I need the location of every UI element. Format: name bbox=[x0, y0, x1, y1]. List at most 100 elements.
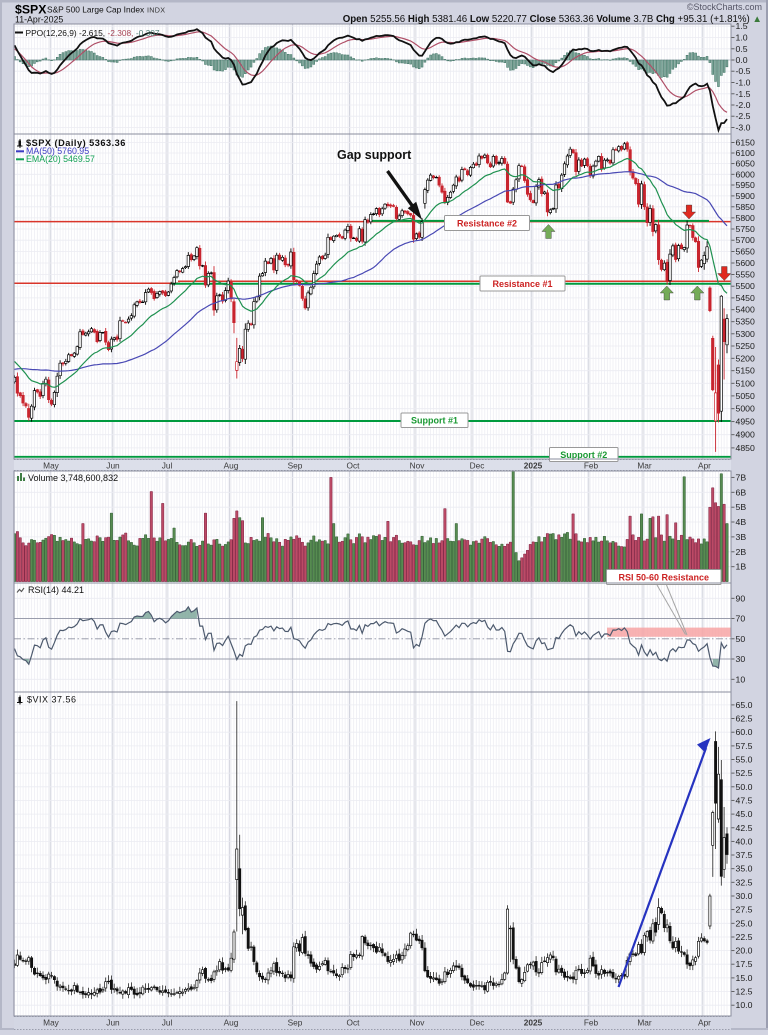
svg-text:INDX: INDX bbox=[147, 6, 165, 15]
svg-text:Open 5255.56 High 5381.46 Low: Open 5255.56 High 5381.46 Low 5220.77 Cl… bbox=[343, 14, 762, 25]
svg-text:60.0: 60.0 bbox=[736, 727, 753, 737]
svg-text:2025: 2025 bbox=[524, 1018, 543, 1028]
svg-text:5950: 5950 bbox=[736, 180, 755, 190]
svg-text:42.5: 42.5 bbox=[736, 823, 753, 833]
svg-text:57.5: 57.5 bbox=[736, 741, 753, 751]
svg-text:37.5: 37.5 bbox=[736, 850, 753, 860]
svg-text:4950: 4950 bbox=[736, 417, 755, 427]
svg-text:1B: 1B bbox=[736, 562, 747, 572]
svg-text:2B: 2B bbox=[736, 547, 747, 557]
svg-text:PPO(12,26,9) -2.615, -2.308, -: PPO(12,26,9) -2.615, -2.308, -0.307 bbox=[26, 28, 160, 38]
svg-text:Dec: Dec bbox=[470, 461, 485, 471]
svg-text:5500: 5500 bbox=[736, 281, 755, 291]
svg-text:1.0: 1.0 bbox=[736, 33, 748, 43]
svg-text:0.5: 0.5 bbox=[736, 44, 748, 54]
svg-text:5800: 5800 bbox=[736, 213, 755, 223]
svg-text:5350: 5350 bbox=[736, 317, 755, 327]
svg-text:$VIX 37.56: $VIX 37.56 bbox=[27, 695, 77, 705]
svg-text:$SPX: $SPX bbox=[15, 3, 47, 17]
svg-text:55.0: 55.0 bbox=[736, 755, 753, 765]
svg-text:6B: 6B bbox=[736, 487, 747, 497]
svg-text:3B: 3B bbox=[736, 532, 747, 542]
svg-text:-3.0: -3.0 bbox=[736, 123, 751, 133]
svg-text:62.5: 62.5 bbox=[736, 714, 753, 724]
svg-text:22.5: 22.5 bbox=[736, 932, 753, 942]
svg-text:Oct: Oct bbox=[347, 1018, 361, 1028]
svg-text:2025: 2025 bbox=[524, 461, 543, 471]
svg-text:May: May bbox=[43, 1018, 60, 1028]
svg-text:EMA(20) 5469.57: EMA(20) 5469.57 bbox=[26, 154, 95, 164]
svg-text:Feb: Feb bbox=[584, 1018, 599, 1028]
svg-text:5650: 5650 bbox=[736, 247, 755, 257]
svg-text:$SPX (Daily) 5363.36: $SPX (Daily) 5363.36 bbox=[26, 138, 126, 148]
svg-text:5100: 5100 bbox=[736, 378, 755, 388]
svg-text:15.0: 15.0 bbox=[736, 973, 753, 983]
svg-text:5700: 5700 bbox=[736, 235, 755, 245]
svg-text:Mar: Mar bbox=[637, 1018, 652, 1028]
svg-text:25.0: 25.0 bbox=[736, 918, 753, 928]
svg-text:Support #2: Support #2 bbox=[560, 450, 607, 460]
svg-text:6050: 6050 bbox=[736, 159, 755, 169]
svg-text:5600: 5600 bbox=[736, 258, 755, 268]
svg-text:6150: 6150 bbox=[736, 138, 755, 148]
svg-text:Apr: Apr bbox=[698, 461, 711, 471]
svg-text:6000: 6000 bbox=[736, 169, 755, 179]
svg-text:Sep: Sep bbox=[288, 1018, 303, 1028]
svg-text:Support #1: Support #1 bbox=[411, 416, 458, 426]
svg-text:10.0: 10.0 bbox=[736, 1000, 753, 1010]
svg-text:MA(50) 5760.95: MA(50) 5760.95 bbox=[26, 146, 89, 156]
svg-text:-1.5: -1.5 bbox=[736, 89, 751, 99]
svg-text:Jun: Jun bbox=[106, 1018, 120, 1028]
svg-text:Dec: Dec bbox=[470, 1018, 485, 1028]
svg-text:50.0: 50.0 bbox=[736, 782, 753, 792]
svg-text:47.5: 47.5 bbox=[736, 795, 753, 805]
svg-text:5450: 5450 bbox=[736, 293, 755, 303]
svg-text:5150: 5150 bbox=[736, 366, 755, 376]
svg-text:Jun: Jun bbox=[106, 461, 120, 471]
svg-text:Resistance #1: Resistance #1 bbox=[492, 279, 552, 289]
svg-text:Sep: Sep bbox=[288, 461, 303, 471]
svg-text:RSI(14) 44.21: RSI(14) 44.21 bbox=[28, 585, 84, 595]
svg-text:Apr: Apr bbox=[698, 1018, 711, 1028]
svg-text:5200: 5200 bbox=[736, 353, 755, 363]
svg-text:Feb: Feb bbox=[584, 461, 599, 471]
svg-text:Nov: Nov bbox=[410, 461, 426, 471]
svg-text:Mar: Mar bbox=[637, 461, 652, 471]
svg-text:35.0: 35.0 bbox=[736, 864, 753, 874]
svg-text:4B: 4B bbox=[736, 517, 747, 527]
svg-text:7B: 7B bbox=[736, 472, 747, 482]
svg-text:20.0: 20.0 bbox=[736, 946, 753, 956]
svg-text:S&P 500 Large Cap Index: S&P 500 Large Cap Index bbox=[47, 5, 145, 15]
svg-text:5000: 5000 bbox=[736, 404, 755, 414]
svg-text:4900: 4900 bbox=[736, 430, 755, 440]
svg-text:Aug: Aug bbox=[224, 461, 239, 471]
svg-text:50: 50 bbox=[736, 634, 746, 644]
svg-text:5400: 5400 bbox=[736, 305, 755, 315]
svg-text:90: 90 bbox=[736, 593, 746, 603]
svg-text:27.5: 27.5 bbox=[736, 905, 753, 915]
svg-text:4850: 4850 bbox=[736, 443, 755, 453]
svg-text:©StockCharts.com: ©StockCharts.com bbox=[687, 2, 762, 12]
svg-text:5850: 5850 bbox=[736, 202, 755, 212]
svg-text:Resistance #2: Resistance #2 bbox=[457, 218, 517, 228]
svg-text:5750: 5750 bbox=[736, 224, 755, 234]
svg-text:32.5: 32.5 bbox=[736, 877, 753, 887]
svg-text:12.5: 12.5 bbox=[736, 987, 753, 997]
svg-text:5300: 5300 bbox=[736, 329, 755, 339]
svg-text:30: 30 bbox=[736, 654, 746, 664]
svg-text:52.5: 52.5 bbox=[736, 768, 753, 778]
svg-text:65.0: 65.0 bbox=[736, 700, 753, 710]
svg-text:5250: 5250 bbox=[736, 341, 755, 351]
svg-text:Volume 3,748,600,832: Volume 3,748,600,832 bbox=[28, 473, 118, 483]
svg-text:17.5: 17.5 bbox=[736, 959, 753, 969]
svg-text:1.5: 1.5 bbox=[736, 21, 748, 31]
svg-text:-2.5: -2.5 bbox=[736, 111, 751, 121]
svg-text:RSI 50-60 Resistance: RSI 50-60 Resistance bbox=[618, 572, 709, 582]
svg-text:11-Apr-2025: 11-Apr-2025 bbox=[15, 15, 63, 25]
svg-text:5050: 5050 bbox=[736, 391, 755, 401]
svg-text:5900: 5900 bbox=[736, 191, 755, 201]
svg-text:40.0: 40.0 bbox=[736, 836, 753, 846]
svg-text:5B: 5B bbox=[736, 502, 747, 512]
svg-text:Aug: Aug bbox=[224, 1018, 239, 1028]
svg-text:10: 10 bbox=[736, 674, 746, 684]
